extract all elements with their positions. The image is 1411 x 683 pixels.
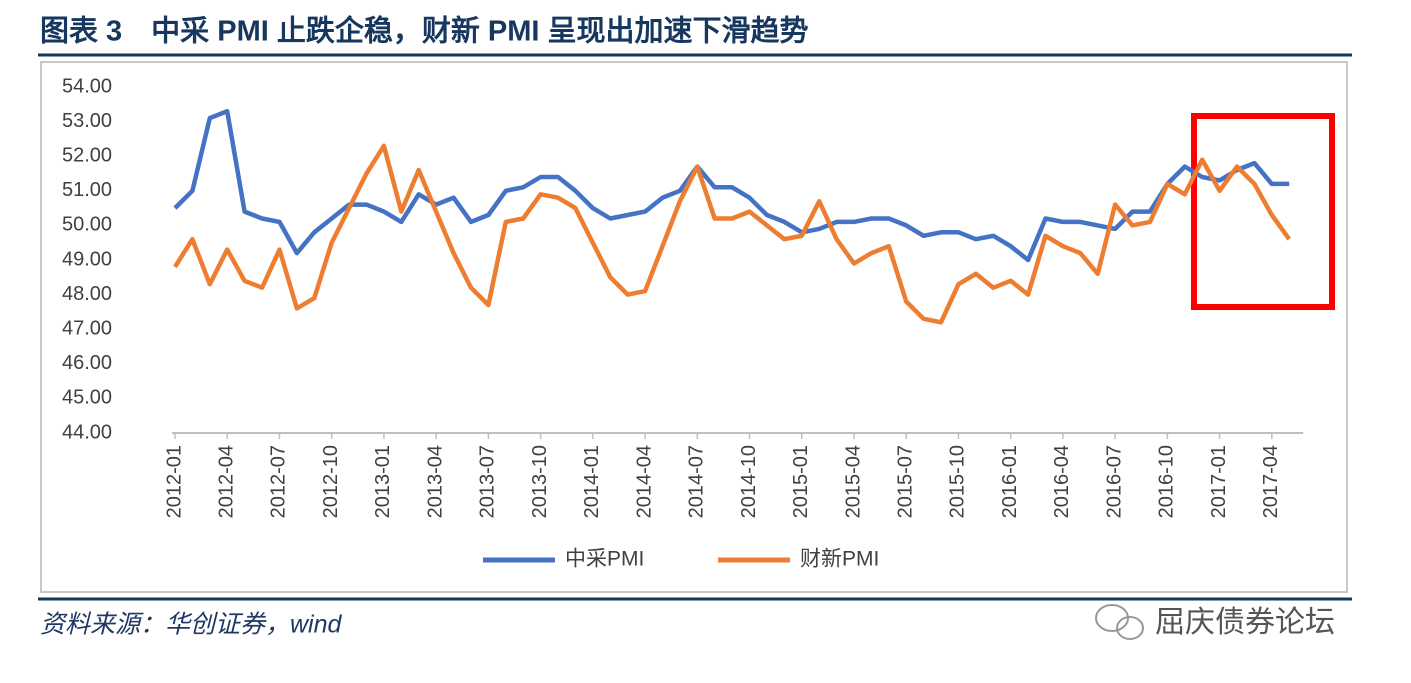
watermark: 屈庆债券论坛 <box>1155 606 1335 639</box>
x-tick-label: 2012-04 <box>216 445 238 518</box>
y-tick-label: 53.00 <box>62 110 112 132</box>
x-tick-label: 2014-01 <box>581 445 603 518</box>
series-line <box>173 108 1290 263</box>
y-tick-label: 54.00 <box>62 75 112 97</box>
x-tick-label: 2014-07 <box>686 445 708 518</box>
x-tick-label: 2015-07 <box>895 445 917 518</box>
x-tick-label: 2015-10 <box>947 445 969 518</box>
x-tick-label: 2014-04 <box>633 445 655 518</box>
y-tick-label: 51.00 <box>62 179 112 201</box>
y-tick-label: 44.00 <box>62 421 112 443</box>
x-tick-label: 2015-04 <box>842 445 864 518</box>
y-tick-label: 48.00 <box>62 283 112 305</box>
y-tick-label: 46.00 <box>62 352 112 374</box>
x-tick-label: 2014-10 <box>738 445 760 518</box>
legend-label: 财新PMI <box>800 548 879 571</box>
x-tick-label: 2012-10 <box>320 445 342 518</box>
legend-label: 中采PMI <box>565 548 644 571</box>
y-tick-label: 47.00 <box>62 317 112 339</box>
x-tick-label: 2016-01 <box>999 445 1021 518</box>
x-tick-label: 2012-01 <box>163 445 185 518</box>
x-tick-label: 2012-07 <box>268 445 290 518</box>
source-note: 资料来源：华创证券，wind <box>40 611 343 639</box>
x-tick-label: 2017-04 <box>1260 445 1282 518</box>
x-tick-label: 2016-04 <box>1051 445 1073 518</box>
x-tick-label: 2016-07 <box>1103 445 1125 518</box>
x-tick-label: 2013-04 <box>424 445 446 518</box>
series-line <box>173 143 1292 325</box>
x-tick-label: 2013-01 <box>372 445 394 518</box>
x-tick-label: 2017-01 <box>1208 445 1230 518</box>
x-tick-label: 2015-01 <box>790 445 812 518</box>
chart-frame <box>40 61 1348 593</box>
x-tick-label: 2013-07 <box>477 445 499 518</box>
chart-title: 图表 3 中采 PMI 止跌企稳，财新 PMI 呈现出加速下滑趋势 <box>40 14 809 48</box>
y-tick-label: 49.00 <box>62 248 112 270</box>
y-tick-label: 45.00 <box>62 387 112 409</box>
watermark-icon <box>1095 604 1144 640</box>
y-tick-label: 52.00 <box>62 144 112 166</box>
y-tick-label: 50.00 <box>62 214 112 236</box>
highlight-box <box>1191 113 1335 310</box>
x-tick-label: 2013-10 <box>529 445 551 518</box>
x-tick-label: 2016-10 <box>1156 445 1178 518</box>
